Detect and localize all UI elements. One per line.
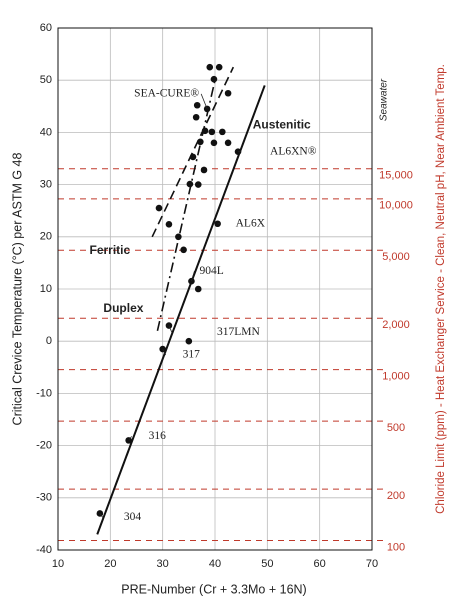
data-point	[188, 277, 195, 285]
y2-tick-label: 10,000	[379, 200, 413, 212]
data-point	[219, 128, 226, 136]
x-tick-label: 10	[52, 558, 64, 570]
line-label: Ferritic	[90, 243, 131, 257]
x-tick-label: 70	[366, 558, 378, 570]
y2-axis-label: Chloride Limit (ppm) - Heat Exchanger Se…	[435, 64, 447, 514]
y2-tick-label: 100	[387, 541, 405, 553]
data-point	[210, 75, 218, 83]
line-label: Duplex	[103, 301, 143, 315]
data-point	[186, 180, 194, 188]
y-tick-label: 50	[40, 74, 52, 86]
data-point	[155, 204, 163, 212]
annotation-leader	[99, 513, 104, 518]
y-tick-label: -20	[36, 440, 52, 452]
y-tick-label: -30	[36, 492, 52, 504]
fit-line	[156, 80, 216, 331]
data-point	[194, 285, 202, 293]
data-point	[210, 139, 218, 147]
data-point	[165, 220, 173, 228]
annotation-leader	[200, 93, 208, 110]
data-point	[175, 233, 182, 241]
x-tick-label: 30	[157, 558, 169, 570]
data-point	[206, 63, 214, 71]
y-axis-label: Critical Crevice Temperature (°C) per AS…	[10, 153, 24, 426]
annotation-label: 904L	[199, 265, 223, 277]
x-tick-label: 50	[261, 558, 273, 570]
x-tick-label: 40	[209, 558, 221, 570]
y2-tick-label: 1,000	[382, 371, 410, 383]
y-tick-label: -10	[36, 387, 52, 399]
line-label: Austenitic	[253, 118, 311, 132]
data-point	[189, 153, 197, 161]
annotation-leader	[191, 271, 195, 282]
annotation-label: 316	[149, 430, 167, 442]
data-point	[185, 337, 193, 345]
annotation-label: 317	[183, 349, 201, 361]
annotation-label: 304	[124, 511, 142, 523]
y2-note: Seawater	[379, 78, 390, 121]
y-tick-label: 20	[40, 231, 52, 243]
y2-tick-label: 200	[387, 490, 405, 502]
x-tick-label: 20	[104, 558, 116, 570]
x-tick-label: 60	[314, 558, 326, 570]
y2-tick-label: 2,000	[382, 319, 410, 331]
annotation-leader	[168, 325, 173, 333]
fit-line	[96, 85, 266, 535]
annotation-leader	[128, 436, 132, 441]
plot-frame	[57, 27, 373, 551]
data-point	[180, 246, 187, 254]
annotation-label: AL6X	[236, 217, 266, 229]
y-tick-label: 40	[40, 126, 52, 138]
annotation-label: SEA-CURE®	[134, 88, 199, 100]
data-point	[224, 89, 232, 97]
data-point	[201, 127, 209, 135]
x-axis-label: PRE-Number (Cr + 3.3Mo + 16N)	[121, 582, 306, 596]
y-tick-label: 60	[40, 22, 52, 34]
data-point	[194, 181, 202, 188]
data-point	[197, 138, 204, 146]
annotation-label: AL6XN®	[270, 145, 317, 157]
y-tick-label: 0	[46, 335, 52, 347]
data-point	[193, 101, 201, 109]
annotation-label: 317LMN	[217, 326, 260, 338]
fit-line	[151, 66, 235, 238]
y-tick-label: 10	[40, 283, 52, 295]
data-point	[200, 166, 208, 174]
data-point	[192, 113, 200, 121]
data-point	[224, 139, 232, 147]
annotation-leader	[162, 348, 167, 356]
data-point	[215, 63, 223, 71]
y2-tick-label: 15,000	[379, 170, 413, 182]
y2-tick-label: 500	[387, 422, 405, 434]
data-point	[208, 128, 216, 136]
y2-tick-label: 5,000	[382, 251, 410, 263]
y-tick-label: -40	[36, 544, 52, 556]
y-tick-label: 30	[40, 179, 52, 191]
